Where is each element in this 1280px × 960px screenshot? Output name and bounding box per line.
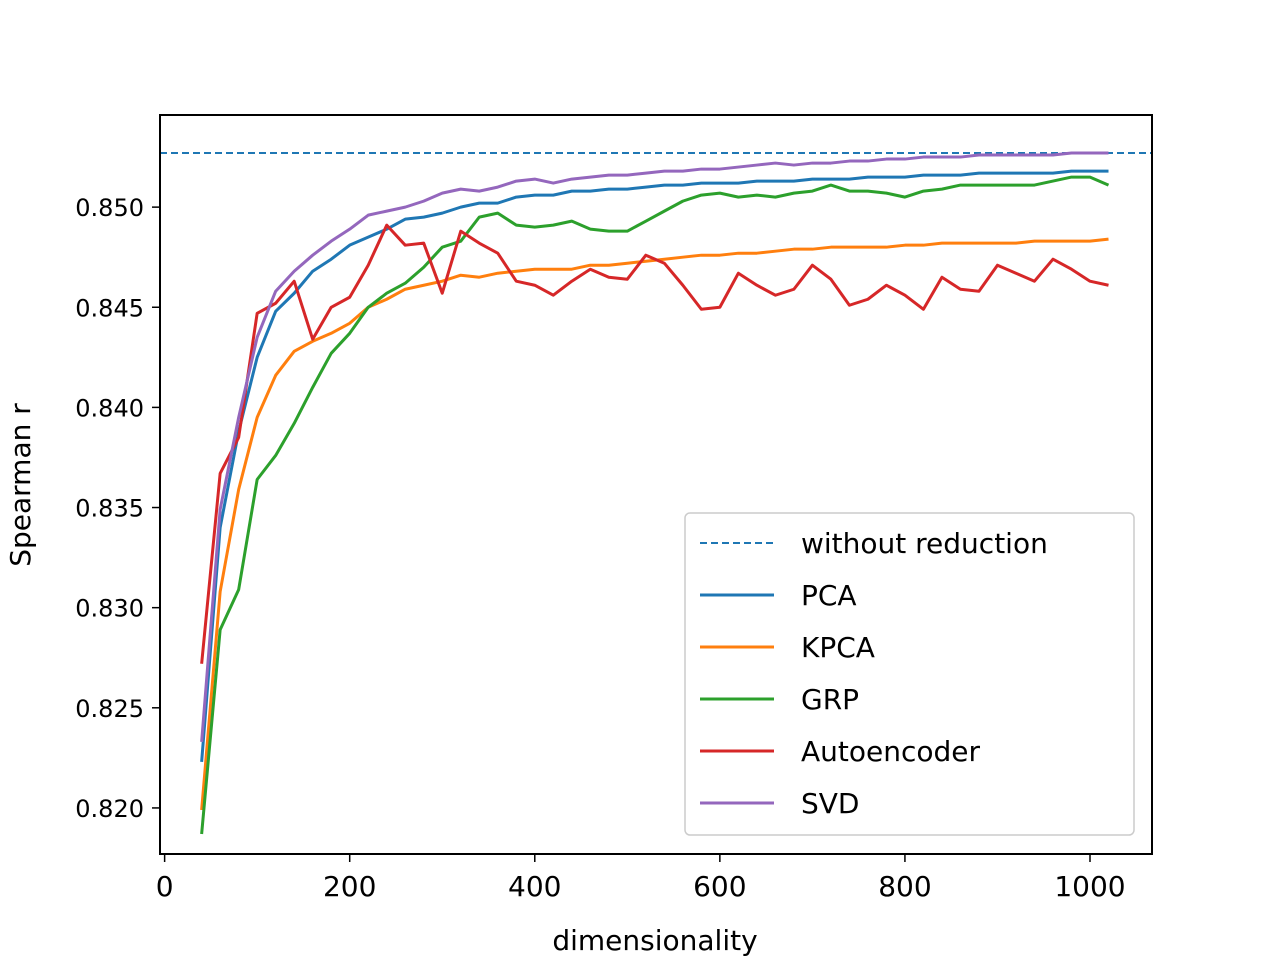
y-axis: 0.820 0.825 0.830 0.835 0.840 0.845 0.850 (75, 194, 160, 823)
plot-frame (159, 114, 1153, 855)
x-axis: 0 200 400 600 800 1000 (156, 854, 1126, 903)
x-tick-label: 800 (878, 870, 931, 903)
y-tick-label: 0.830 (75, 595, 144, 623)
x-tick-label: 0 (156, 870, 174, 903)
series-line-grp (200, 175, 1110, 835)
plot-area (159, 114, 1153, 855)
y-tick-label: 0.850 (75, 194, 144, 222)
legend-label: Autoencoder (801, 735, 981, 768)
x-tick-label: 600 (693, 870, 746, 903)
x-tick-label: 200 (323, 870, 376, 903)
legend-label: without reduction (801, 527, 1048, 560)
y-tick-label: 0.820 (75, 795, 144, 823)
y-tick-label: 0.840 (75, 394, 144, 422)
y-tick-label: 0.825 (75, 695, 144, 723)
legend-label: KPCA (801, 631, 875, 664)
series-line-pca (200, 169, 1109, 762)
x-tick-label: 400 (508, 870, 561, 903)
legend: without reduction PCA KPCA GRP Autoencoder SV… (684, 512, 1135, 836)
y-axis-label: Spearman r (4, 403, 37, 567)
y-tick-label: 0.845 (75, 294, 144, 322)
legend-box (684, 512, 1135, 836)
legend-label: SVD (801, 787, 860, 820)
series-line-svd (200, 151, 1109, 742)
y-tick-label: 0.835 (75, 495, 144, 523)
x-tick-label: 1000 (1054, 870, 1125, 903)
x-axis-label: dimensionality (552, 924, 757, 957)
legend-label: PCA (801, 579, 857, 612)
series-line-autoencoder (200, 223, 1109, 664)
legend-label: GRP (801, 683, 859, 716)
